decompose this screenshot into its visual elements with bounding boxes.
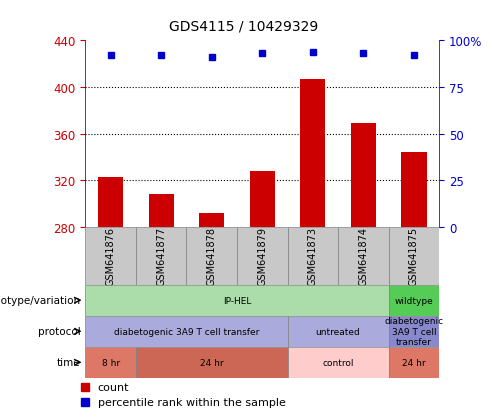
Text: GSM641879: GSM641879 — [257, 227, 267, 285]
Text: GSM641878: GSM641878 — [207, 227, 217, 285]
Text: percentile rank within the sample: percentile rank within the sample — [98, 397, 285, 407]
Bar — [287, 347, 388, 378]
Text: 8 hr: 8 hr — [102, 358, 120, 367]
Text: 24 hr: 24 hr — [200, 358, 224, 367]
Text: diabetogenic 3A9 T cell transfer: diabetogenic 3A9 T cell transfer — [114, 327, 259, 336]
Text: GSM641873: GSM641873 — [308, 227, 318, 285]
Text: 24 hr: 24 hr — [402, 358, 426, 367]
Bar — [237, 227, 287, 285]
Bar — [338, 227, 388, 285]
Bar — [287, 316, 388, 347]
Text: GSM641877: GSM641877 — [156, 227, 166, 285]
Text: diabetogenic
3A9 T cell
transfer: diabetogenic 3A9 T cell transfer — [385, 317, 444, 346]
Bar — [85, 347, 136, 378]
Text: GSM641876: GSM641876 — [106, 227, 116, 285]
Text: untreated: untreated — [316, 327, 361, 336]
Text: GDS4115 / 10429329: GDS4115 / 10429329 — [169, 20, 319, 34]
Bar — [136, 227, 186, 285]
Text: GSM641875: GSM641875 — [409, 227, 419, 285]
Text: count: count — [98, 382, 129, 392]
Bar — [148, 195, 174, 227]
Text: wildtype: wildtype — [395, 296, 433, 305]
Bar — [85, 316, 287, 347]
Bar — [401, 153, 427, 227]
Bar — [199, 213, 224, 227]
Bar — [136, 347, 287, 378]
Bar — [388, 285, 439, 316]
Bar — [351, 124, 376, 227]
Text: genotype/variation: genotype/variation — [0, 295, 81, 306]
Bar — [300, 80, 325, 227]
Text: IP-HEL: IP-HEL — [223, 296, 251, 305]
Text: protocol: protocol — [38, 326, 81, 337]
Text: control: control — [323, 358, 354, 367]
Text: GSM641874: GSM641874 — [358, 227, 368, 285]
Bar — [388, 347, 439, 378]
Bar — [85, 285, 388, 316]
Bar — [250, 171, 275, 227]
Bar — [85, 227, 136, 285]
Bar — [388, 316, 439, 347]
Text: time: time — [57, 357, 81, 368]
Bar — [287, 227, 338, 285]
Bar — [186, 227, 237, 285]
Bar — [98, 177, 123, 227]
Bar — [388, 227, 439, 285]
